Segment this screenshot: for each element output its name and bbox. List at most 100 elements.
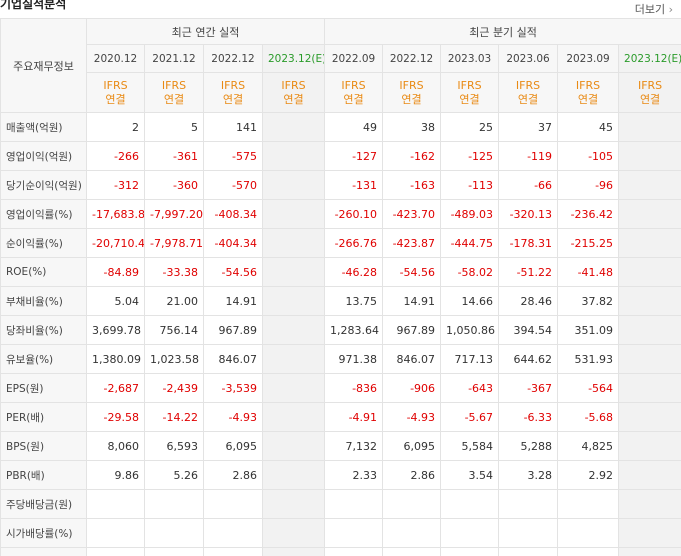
value: 2.86 bbox=[232, 468, 258, 482]
value: -906 bbox=[410, 381, 436, 395]
value-cell: -6.33 bbox=[498, 402, 559, 432]
basis-standard: IFRS bbox=[161, 78, 187, 92]
value-cell bbox=[498, 547, 559, 556]
value: -320.13 bbox=[509, 207, 553, 221]
basis-header: IFRS 연결 bbox=[203, 72, 263, 113]
value: 9.86 bbox=[114, 468, 140, 482]
value-cell: 1,050.86 bbox=[440, 315, 500, 345]
value: -312 bbox=[114, 178, 139, 192]
value-cell bbox=[618, 431, 681, 461]
value: 21.00 bbox=[166, 294, 199, 308]
value-cell: -489.03 bbox=[440, 199, 500, 229]
value-cell: 756.14 bbox=[144, 315, 204, 345]
data-row: 유보율(%) 1,380.09 1,023.58 846.07 971.38 846.07… bbox=[0, 344, 681, 374]
data-row: 매출액(억원) 2 5 141 49 38 25 37 45 bbox=[0, 112, 681, 142]
value-cell bbox=[86, 518, 145, 548]
row-label: 영업이익(억원) bbox=[0, 141, 87, 171]
period-header: 2022.12 bbox=[203, 44, 263, 73]
data-row: 시가배당률(%) bbox=[0, 518, 681, 548]
value-cell: 2.86 bbox=[203, 460, 263, 490]
value-cell: 37.82 bbox=[557, 286, 620, 316]
value: -4.93 bbox=[228, 410, 257, 424]
value: 531.93 bbox=[574, 352, 614, 366]
value: -163 bbox=[410, 178, 436, 192]
period-header: 2023.06 bbox=[498, 44, 559, 73]
value-cell: -178.31 bbox=[498, 228, 559, 258]
value: -367 bbox=[527, 381, 553, 395]
row-label: ROE(%) bbox=[0, 257, 87, 287]
value-cell bbox=[261, 344, 326, 374]
value-cell bbox=[261, 518, 326, 548]
more-link[interactable]: 더보기 bbox=[635, 1, 673, 17]
value-cell bbox=[618, 315, 681, 345]
header-row: IFRS 연결 IFRS 연결 IFRS 연결 IFRS 연결 IFRS 연결 IFRS 연결 IFRS… bbox=[1, 72, 681, 113]
value: -404.34 bbox=[214, 236, 257, 250]
header-row: 2020.12 2021.12 2022.12 2023.12(E) 2022.09 20… bbox=[1, 44, 681, 73]
basis-type: 연결 bbox=[163, 92, 185, 106]
value-cell: 14.91 bbox=[382, 286, 442, 316]
data-row: 영업이익률(%) -17,683.84 -7,997.20 -408.34 -260.1… bbox=[0, 199, 681, 229]
value: -7,978.71 bbox=[150, 236, 203, 250]
value-cell bbox=[203, 547, 263, 556]
value: -643 bbox=[468, 381, 494, 395]
value-cell: -119 bbox=[498, 141, 559, 171]
value-cell: 2.86 bbox=[382, 460, 442, 490]
row-label: 시가배당률(%) bbox=[0, 518, 87, 548]
value: 28.46 bbox=[520, 294, 553, 308]
value: -17,683.84 bbox=[92, 207, 145, 221]
row-label: 주당배당금(원) bbox=[0, 489, 87, 519]
value-cell bbox=[618, 518, 681, 548]
value-cell bbox=[144, 547, 204, 556]
value-cell bbox=[440, 489, 500, 519]
value-cell bbox=[557, 547, 620, 556]
value: -3,539 bbox=[221, 381, 257, 395]
value-cell bbox=[144, 518, 204, 548]
value-cell: 2.33 bbox=[324, 460, 384, 490]
value: 4,825 bbox=[581, 439, 614, 453]
value-cell bbox=[261, 112, 326, 142]
data-row: PBR(배) 9.86 5.26 2.86 2.33 2.86 3.54 3.28 2.92 bbox=[0, 460, 681, 490]
value: 141 bbox=[236, 120, 257, 134]
value: 14.66 bbox=[461, 294, 494, 308]
value-cell: -20,710.44 bbox=[86, 228, 145, 258]
row-label: EPS(원) bbox=[0, 373, 87, 403]
value-cell bbox=[618, 460, 681, 490]
period: 2021.12 bbox=[152, 52, 196, 65]
basis-standard: IFRS bbox=[399, 78, 424, 92]
value-cell: -2,439 bbox=[144, 373, 204, 403]
value-cell bbox=[203, 489, 263, 519]
value-cell: -163 bbox=[382, 170, 442, 200]
value: -408.34 bbox=[214, 207, 257, 221]
value: 6,095 bbox=[225, 439, 258, 453]
data-row: 배당성향(%) bbox=[0, 547, 681, 556]
value-cell: -320.13 bbox=[498, 199, 559, 229]
value-cell: 717.13 bbox=[440, 344, 500, 374]
data-row: EPS(원) -2,687 -2,439 -3,539 -836 -906 -643 -367… bbox=[0, 373, 681, 403]
value-cell: -643 bbox=[440, 373, 500, 403]
value: -361 bbox=[173, 149, 198, 163]
row-label: 당기순이익(억원) bbox=[0, 170, 87, 200]
value-cell: -131 bbox=[324, 170, 384, 200]
value-cell bbox=[440, 518, 500, 548]
value-cell bbox=[618, 228, 681, 258]
basis-type: 연결 bbox=[343, 92, 364, 106]
period: 2023.06 bbox=[506, 52, 550, 65]
value: -836 bbox=[352, 381, 378, 395]
value-cell: -423.87 bbox=[382, 228, 442, 258]
value: 25 bbox=[479, 120, 494, 134]
value-cell: -7,997.20 bbox=[144, 199, 204, 229]
value-cell: 846.07 bbox=[382, 344, 442, 374]
basis-type: 연결 bbox=[222, 92, 244, 106]
value-cell: -7,978.71 bbox=[144, 228, 204, 258]
group-header: 최근 연간 실적 bbox=[85, 18, 326, 45]
value-cell: -404.34 bbox=[203, 228, 263, 258]
row-label: 부채비율(%) bbox=[0, 286, 87, 316]
value: -29.58 bbox=[103, 410, 139, 424]
value: 6,095 bbox=[403, 439, 436, 453]
value-cell bbox=[144, 489, 204, 519]
value: -125 bbox=[468, 149, 494, 163]
value-cell bbox=[618, 547, 681, 556]
value: 13.75 bbox=[345, 294, 378, 308]
period-header: 2022.09 bbox=[324, 44, 384, 73]
